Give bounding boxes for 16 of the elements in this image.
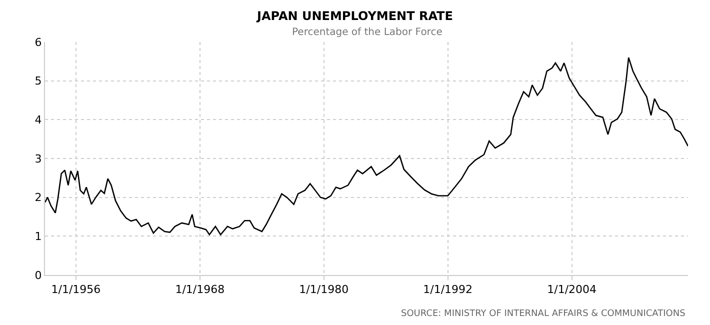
x-tick-label: 1/1/1968 (175, 283, 225, 296)
y-tick-label: 5 (34, 74, 42, 88)
x-tick-label: 1/1/1980 (299, 283, 349, 296)
x-tick-label: 1/1/2004 (547, 283, 597, 296)
chart-subtitle: Percentage of the Labor Force (292, 27, 442, 38)
y-tick-label: 3 (34, 152, 42, 166)
y-tick-label: 2 (34, 191, 42, 204)
y-tick-label: 0 (34, 268, 42, 282)
source-note: SOURCE: MINISTRY OF INTERNAL AFFAIRS & COMMUNICATIONS (401, 309, 686, 319)
x-tick-label: 1/1/1956 (51, 283, 101, 296)
line-series (45, 56, 688, 236)
chart-title: JAPAN UNEMPLOYMENT RATE (256, 8, 453, 23)
x-tick-label: 1/1/1992 (423, 283, 473, 296)
y-tick-label: 1 (34, 230, 42, 244)
y-tick-label: 6 (34, 36, 42, 49)
y-tick-label: 4 (34, 114, 42, 127)
